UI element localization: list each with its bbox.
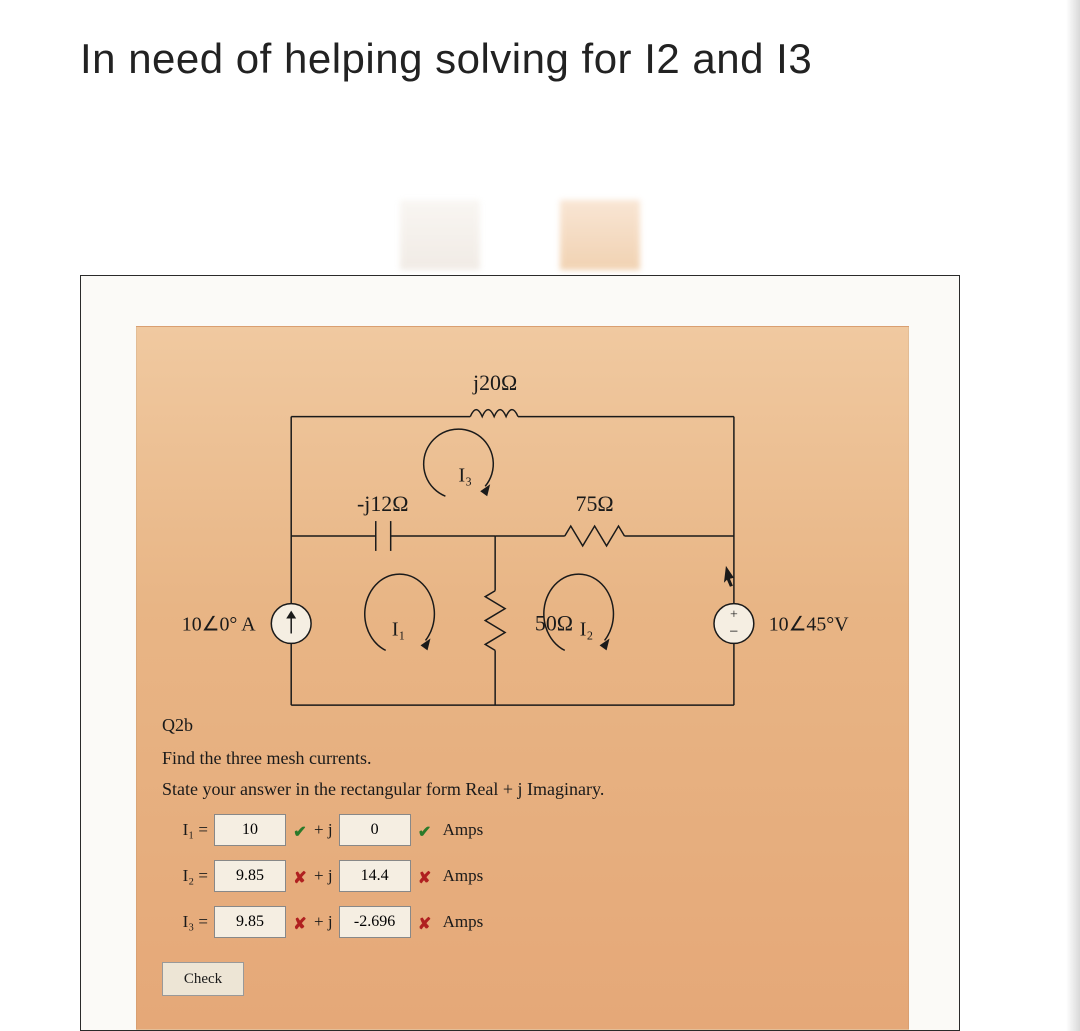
real-input[interactable] [214, 906, 286, 938]
answer-lhs: I₂ = [162, 866, 208, 886]
cross-icon: ✘ [417, 868, 433, 884]
unit-label: Amps [443, 866, 484, 886]
cross-icon: ✘ [292, 914, 308, 930]
plus-j-label: + j [314, 866, 333, 886]
label-negj12: -j12Ω [357, 492, 409, 516]
answer-lhs: I₁ = [162, 820, 208, 840]
question-text-2: State your answer in the rectangular for… [162, 779, 883, 800]
blur-block [400, 200, 480, 270]
real-input[interactable] [214, 814, 286, 846]
check-button[interactable]: Check [162, 962, 244, 996]
plus-j-label: + j [314, 912, 333, 932]
svg-text:−: − [729, 623, 738, 640]
page-title: In need of helping solving for I2 and I3 [0, 0, 1080, 83]
question-content: + − j20Ω -j12Ω 75Ω 50Ω I₁ I₂ I₃ [136, 326, 909, 1030]
label-j20: j20Ω [472, 371, 517, 395]
unit-label: Amps [443, 820, 484, 840]
circuit-diagram: + − j20Ω -j12Ω 75Ω 50Ω I₁ I₂ I₃ [137, 342, 908, 720]
page-shadow [1066, 0, 1080, 1031]
svg-text:+: + [730, 608, 738, 623]
blur-block [560, 200, 640, 270]
cross-icon: ✘ [417, 914, 433, 930]
label-i1: I₁ [392, 618, 406, 640]
check-icon: ✔ [292, 822, 308, 838]
label-i2: I₂ [580, 618, 594, 640]
question-label: Q2b [162, 715, 883, 736]
label-r50: 50Ω [535, 611, 573, 635]
imag-input[interactable] [339, 814, 411, 846]
label-i3: I₃ [459, 464, 473, 486]
check-icon: ✔ [417, 822, 433, 838]
plus-j-label: + j [314, 820, 333, 840]
question-section: Q2b Find the three mesh currents. State … [162, 715, 883, 996]
label-src-right: 10∠45°V [769, 613, 850, 635]
question-panel: + − j20Ω -j12Ω 75Ω 50Ω I₁ I₂ I₃ [80, 275, 960, 1031]
unit-label: Amps [443, 912, 484, 932]
imag-input[interactable] [339, 860, 411, 892]
label-src-left: 10∠0° A [182, 613, 256, 635]
real-input[interactable] [214, 860, 286, 892]
answer-row: I₁ = ✔ + j ✔ Amps [162, 814, 883, 846]
cross-icon: ✘ [292, 868, 308, 884]
answer-row: I₂ = ✘ + j ✘ Amps [162, 860, 883, 892]
answer-lhs: I₃ = [162, 912, 208, 932]
blurred-header-fragments [400, 200, 650, 275]
imag-input[interactable] [339, 906, 411, 938]
answer-row: I₃ = ✘ + j ✘ Amps [162, 906, 883, 938]
question-text-1: Find the three mesh currents. [162, 748, 883, 769]
label-r75: 75Ω [576, 492, 614, 516]
